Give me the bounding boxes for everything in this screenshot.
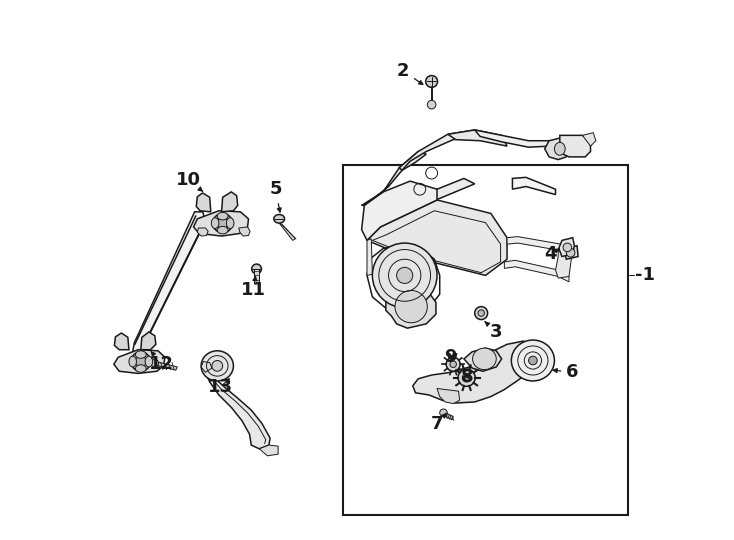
Ellipse shape <box>201 351 233 381</box>
Polygon shape <box>448 130 507 146</box>
Ellipse shape <box>212 361 222 372</box>
Polygon shape <box>239 227 250 236</box>
Ellipse shape <box>372 243 437 308</box>
Polygon shape <box>413 341 539 403</box>
Polygon shape <box>440 411 453 420</box>
Ellipse shape <box>396 267 413 284</box>
Text: 5: 5 <box>269 180 282 212</box>
Ellipse shape <box>473 348 496 370</box>
Ellipse shape <box>213 213 233 233</box>
Text: 13: 13 <box>208 378 233 396</box>
Text: 8: 8 <box>461 368 473 386</box>
Ellipse shape <box>211 218 219 228</box>
Polygon shape <box>464 348 501 372</box>
Ellipse shape <box>528 356 537 365</box>
Ellipse shape <box>217 218 228 228</box>
Polygon shape <box>259 445 278 456</box>
Ellipse shape <box>426 76 437 87</box>
Polygon shape <box>367 200 507 275</box>
Ellipse shape <box>458 369 475 386</box>
Polygon shape <box>399 130 480 170</box>
Ellipse shape <box>226 218 234 228</box>
Ellipse shape <box>427 100 436 109</box>
Polygon shape <box>115 333 129 350</box>
Text: 7: 7 <box>431 413 446 433</box>
Text: 4: 4 <box>544 245 559 263</box>
Ellipse shape <box>567 248 575 257</box>
Text: 11: 11 <box>241 276 266 300</box>
Polygon shape <box>504 260 569 282</box>
Polygon shape <box>255 269 259 284</box>
Ellipse shape <box>563 243 572 252</box>
Ellipse shape <box>274 214 285 223</box>
Text: 6: 6 <box>553 363 579 381</box>
Polygon shape <box>362 152 426 205</box>
Polygon shape <box>141 332 156 350</box>
Polygon shape <box>114 350 165 374</box>
Ellipse shape <box>462 374 471 382</box>
Polygon shape <box>196 193 211 212</box>
Polygon shape <box>206 373 270 449</box>
Ellipse shape <box>252 264 261 274</box>
Polygon shape <box>154 362 178 370</box>
Polygon shape <box>507 237 575 256</box>
Polygon shape <box>279 223 295 240</box>
Ellipse shape <box>129 356 137 367</box>
Ellipse shape <box>135 356 146 367</box>
Polygon shape <box>194 211 249 236</box>
Ellipse shape <box>145 356 153 367</box>
Text: 3: 3 <box>485 322 503 341</box>
Polygon shape <box>396 178 475 211</box>
Polygon shape <box>197 228 208 236</box>
Polygon shape <box>545 138 572 160</box>
Ellipse shape <box>135 351 146 359</box>
Ellipse shape <box>151 360 159 367</box>
Polygon shape <box>386 286 436 328</box>
Text: 9: 9 <box>444 348 457 366</box>
Ellipse shape <box>450 361 457 368</box>
Ellipse shape <box>475 307 487 320</box>
Polygon shape <box>559 238 575 256</box>
Polygon shape <box>362 181 437 240</box>
Polygon shape <box>583 133 596 146</box>
Ellipse shape <box>446 357 460 372</box>
Text: 2: 2 <box>397 62 423 84</box>
Polygon shape <box>560 136 591 157</box>
Bar <box>343 165 628 515</box>
Polygon shape <box>556 248 572 278</box>
Ellipse shape <box>512 340 554 381</box>
Ellipse shape <box>554 143 565 156</box>
Ellipse shape <box>131 352 150 372</box>
Ellipse shape <box>395 291 427 323</box>
Polygon shape <box>564 246 578 259</box>
Polygon shape <box>201 362 212 373</box>
Ellipse shape <box>217 226 228 234</box>
Polygon shape <box>133 212 206 352</box>
Ellipse shape <box>440 409 447 416</box>
Ellipse shape <box>135 365 146 373</box>
Ellipse shape <box>478 310 484 316</box>
Text: 12: 12 <box>149 352 174 373</box>
Polygon shape <box>222 192 238 212</box>
Polygon shape <box>437 388 459 403</box>
Text: -1: -1 <box>635 266 655 285</box>
Ellipse shape <box>217 212 228 220</box>
Text: 10: 10 <box>175 171 203 191</box>
Polygon shape <box>475 130 550 147</box>
Polygon shape <box>512 177 556 194</box>
Polygon shape <box>367 239 372 275</box>
